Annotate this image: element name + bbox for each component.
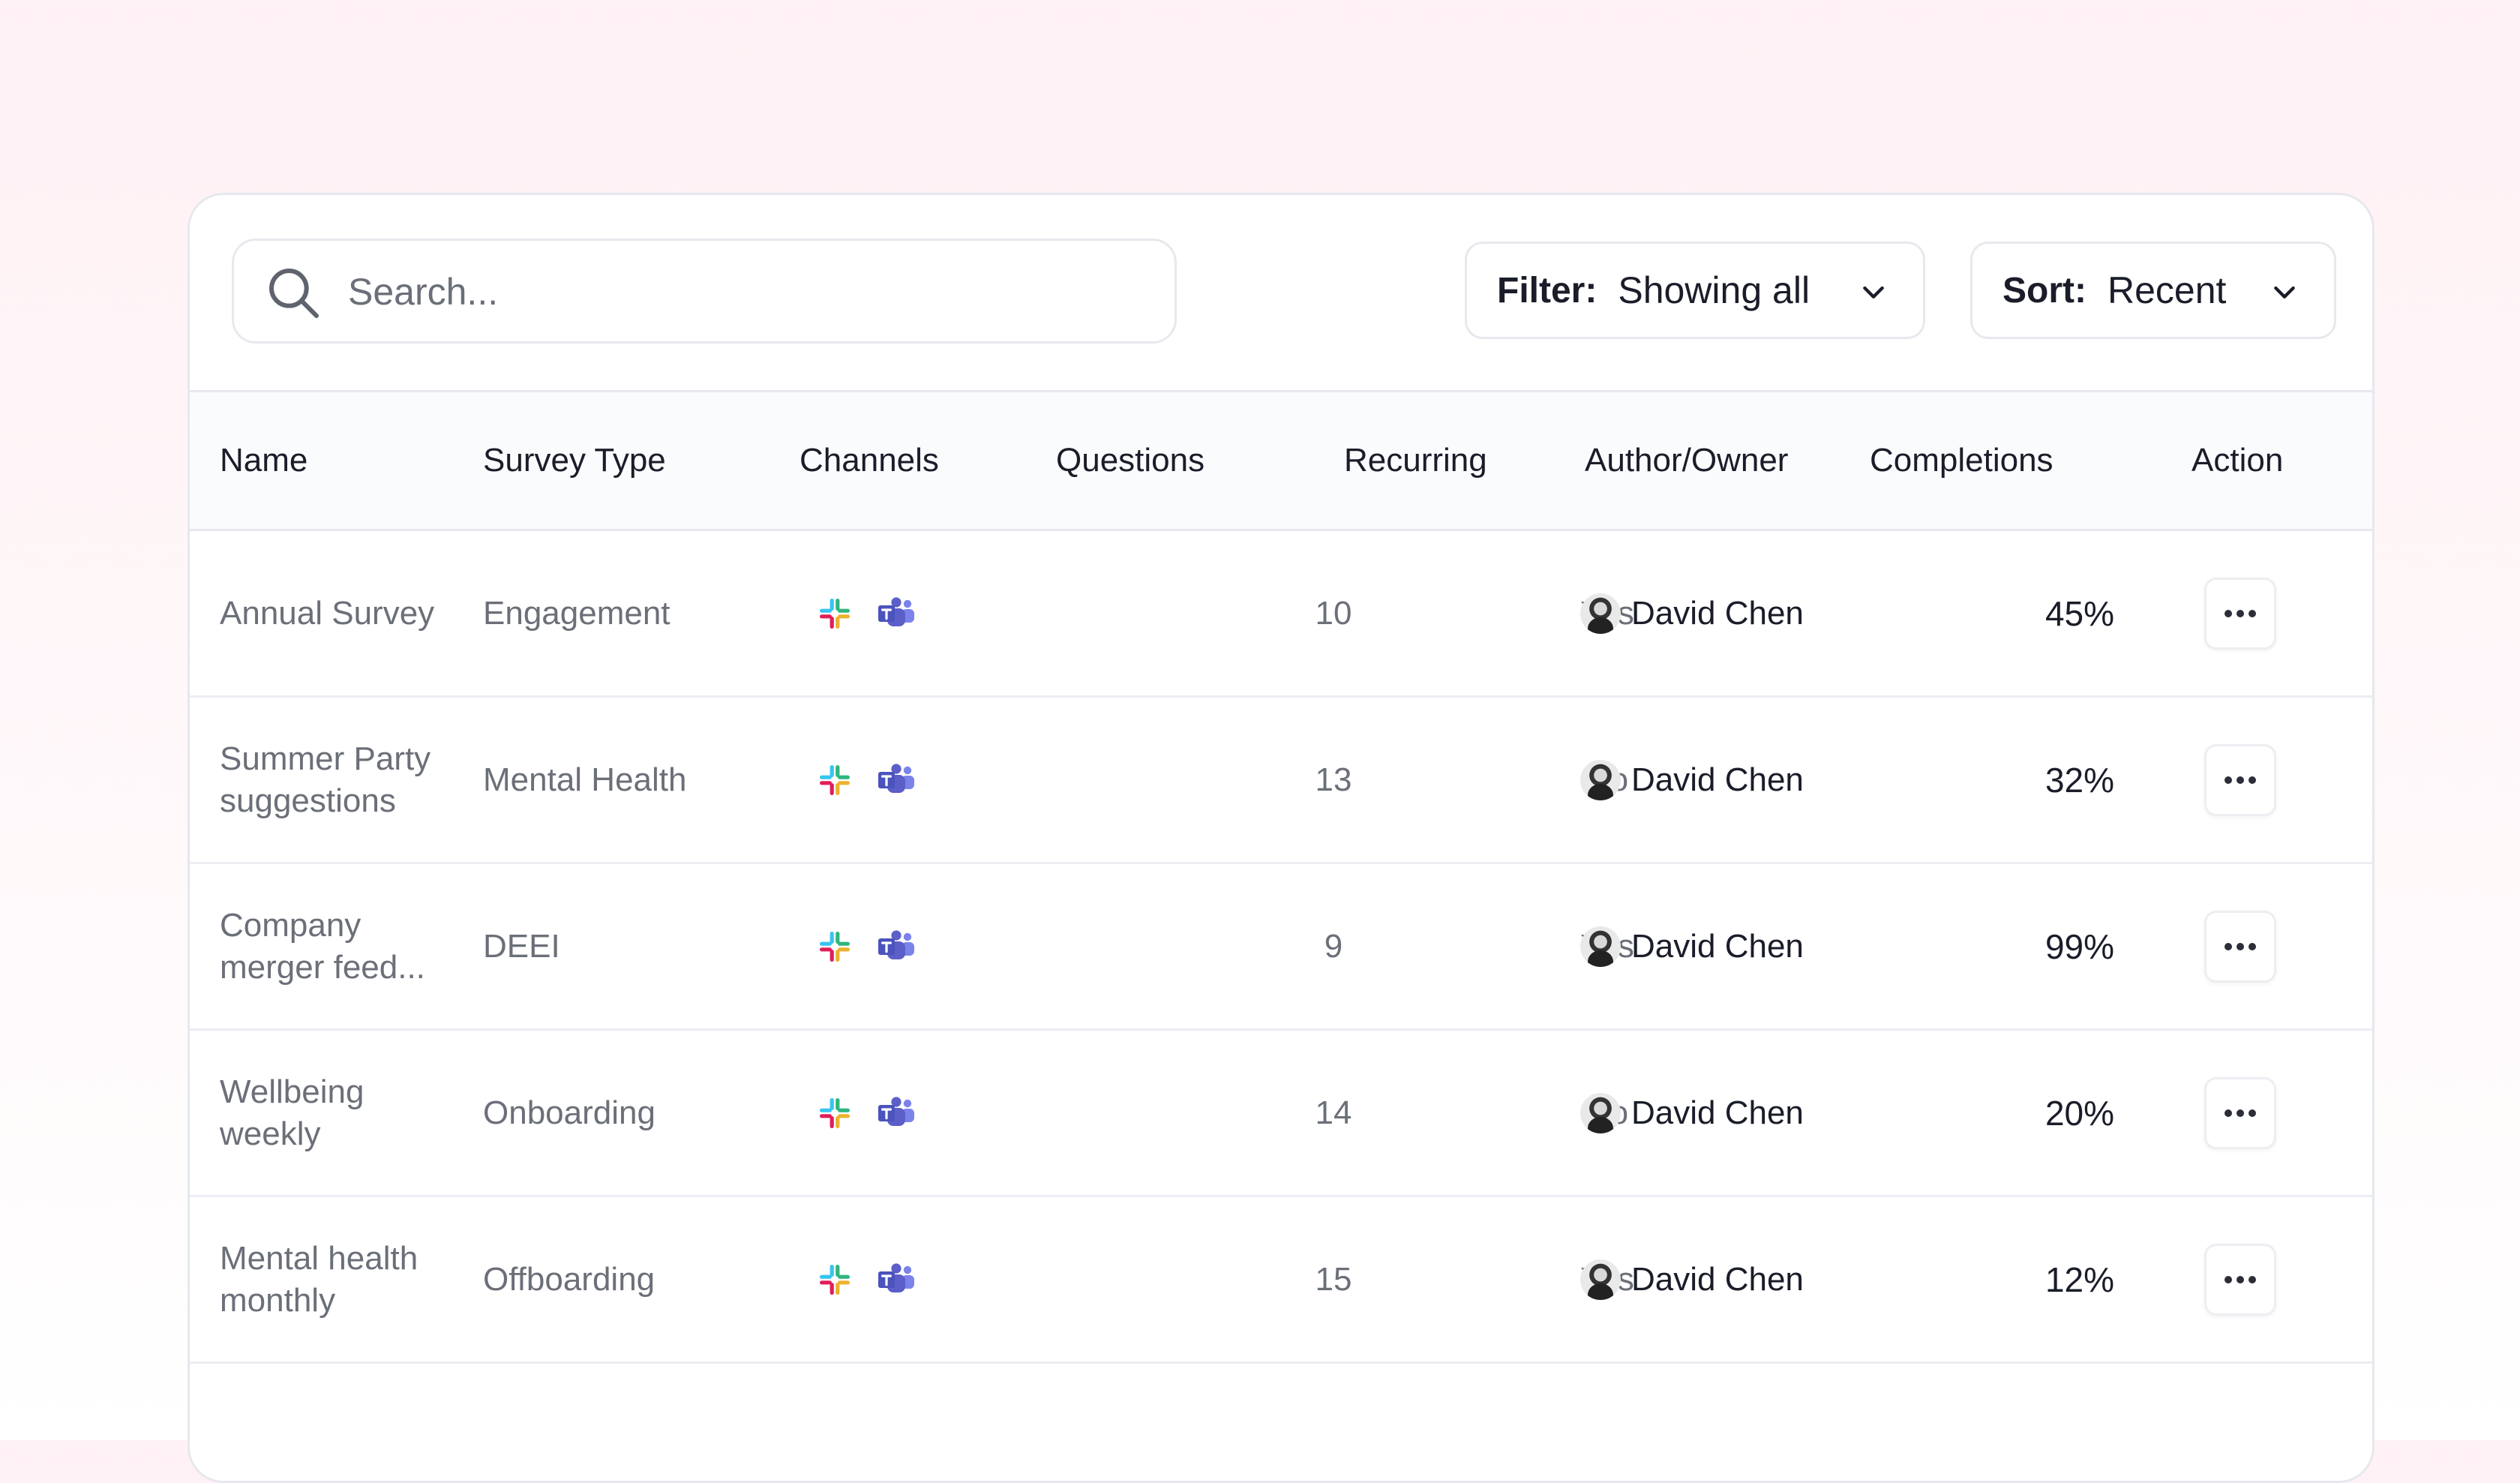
avatar [1580, 593, 1621, 634]
survey-type: Mental Health [483, 761, 687, 798]
completion-rate: 20% [2044, 1093, 2115, 1133]
slack-icon [820, 598, 850, 629]
avatar [1580, 759, 1621, 800]
column-header-author[interactable]: Author/Owner [1585, 442, 1789, 479]
surveys-card: Filter: Showing all Sort: Recent Name Su… [188, 193, 2374, 1483]
more-actions-button[interactable] [2204, 577, 2276, 650]
author-name: David Chen [1631, 594, 1804, 632]
column-header-name[interactable]: Name [220, 442, 308, 479]
column-header-completions[interactable]: Completions [1870, 442, 2054, 479]
completion-rate: 32% [2044, 760, 2115, 800]
action-cell [2204, 531, 2276, 695]
more-actions-button[interactable] [2204, 1076, 2276, 1149]
completion-rate: 45% [2044, 593, 2115, 633]
teams-icon [878, 1096, 914, 1126]
channels [817, 1031, 916, 1195]
search-input[interactable] [346, 241, 1160, 343]
teams-icon [878, 929, 914, 959]
column-header-action[interactable]: Action [2192, 442, 2284, 479]
action-cell [2204, 864, 2276, 1028]
column-header-questions[interactable]: Questions [1056, 442, 1205, 479]
avatar [1580, 1259, 1621, 1300]
sort-value: Recent [2107, 269, 2227, 311]
question-count: 10 [1315, 594, 1352, 632]
author-name: David Chen [1631, 927, 1804, 965]
channels [817, 864, 916, 1028]
question-count: 14 [1315, 1094, 1352, 1131]
more-horizontal-icon [2224, 609, 2256, 617]
chevron-down-icon [2274, 286, 2295, 299]
avatar [1580, 926, 1621, 967]
survey-name[interactable]: Company merger feed... [220, 906, 425, 986]
sort-label: Sort: [2002, 270, 2086, 311]
completion-rate: 12% [2044, 1259, 2115, 1299]
table-row[interactable]: Annual Survey Engagement 10 [190, 531, 2372, 698]
author-cell: David Chen [1580, 698, 1804, 862]
question-count: 9 [1324, 927, 1343, 965]
table-header: Name Survey Type Channels Questions Recu… [190, 390, 2372, 531]
table-row[interactable]: Mental health monthly Offboarding [190, 1197, 2372, 1364]
table-row[interactable]: Company merger feed... DEEI [190, 864, 2372, 1031]
filter-label: Filter: [1497, 270, 1598, 311]
column-header-survey-type[interactable]: Survey Type [483, 442, 666, 479]
question-count: 15 [1315, 1260, 1352, 1298]
author-cell: David Chen [1580, 531, 1804, 695]
more-actions-button[interactable] [2204, 743, 2276, 816]
channels [817, 698, 916, 862]
more-horizontal-icon [2224, 776, 2256, 784]
more-horizontal-icon [2224, 942, 2256, 950]
slack-icon [820, 1264, 850, 1295]
search-icon [269, 269, 319, 318]
action-cell [2204, 698, 2276, 862]
sort-dropdown[interactable]: Sort: Recent [1970, 242, 2336, 339]
author-cell: David Chen [1580, 864, 1804, 1028]
column-header-recurring[interactable]: Recurring [1344, 442, 1487, 479]
slack-icon [820, 764, 850, 795]
search-box[interactable] [232, 239, 1177, 344]
slack-icon [820, 931, 850, 962]
survey-type: Offboarding [483, 1260, 656, 1298]
filter-value: Showing all [1618, 269, 1810, 311]
table-row[interactable]: Summer Party suggestions Mental Health [190, 698, 2372, 864]
survey-name[interactable]: Wellbeing weekly [220, 1073, 364, 1152]
survey-type: Engagement [483, 594, 670, 632]
table-row[interactable]: Wellbeing weekly Onboarding [190, 1031, 2372, 1197]
channels [817, 531, 916, 695]
survey-type: Onboarding [483, 1094, 656, 1131]
action-cell [2204, 1031, 2276, 1195]
teams-icon [878, 1262, 914, 1292]
slack-icon [820, 1097, 850, 1128]
column-header-channels[interactable]: Channels [800, 442, 939, 479]
question-count: 13 [1315, 761, 1352, 798]
teams-icon [878, 763, 914, 793]
channels [817, 1197, 916, 1361]
survey-name[interactable]: Mental health monthly [220, 1239, 418, 1319]
survey-name[interactable]: Annual Survey [220, 594, 435, 632]
author-name: David Chen [1631, 1260, 1804, 1298]
survey-type: DEEI [483, 927, 560, 965]
more-actions-button[interactable] [2204, 1243, 2276, 1316]
author-name: David Chen [1631, 1094, 1804, 1131]
chevron-down-icon [1863, 286, 1884, 299]
toolbar: Filter: Showing all Sort: Recent [190, 195, 2372, 390]
teams-icon [878, 596, 914, 626]
author-cell: David Chen [1580, 1197, 1804, 1361]
author-name: David Chen [1631, 761, 1804, 798]
author-cell: David Chen [1580, 1031, 1804, 1195]
filter-dropdown[interactable]: Filter: Showing all [1465, 242, 1925, 339]
avatar [1580, 1092, 1621, 1133]
survey-name[interactable]: Summer Party suggestions [220, 740, 431, 819]
more-actions-button[interactable] [2204, 910, 2276, 983]
completion-rate: 99% [2044, 926, 2115, 966]
action-cell [2204, 1197, 2276, 1361]
more-horizontal-icon [2224, 1275, 2256, 1283]
more-horizontal-icon [2224, 1109, 2256, 1117]
